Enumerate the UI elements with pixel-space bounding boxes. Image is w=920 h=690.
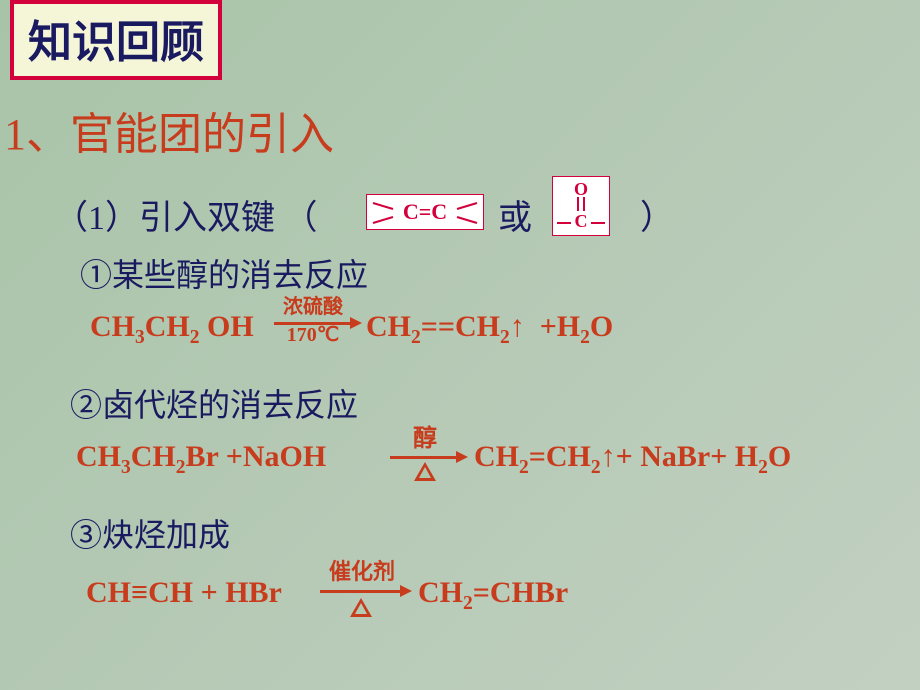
eq3-arrow-line <box>320 590 404 593</box>
sub1-open: （1）引入双键 （ <box>54 190 318 239</box>
eq2-arrow-head <box>456 451 468 463</box>
eq2-heat-triangle <box>414 462 436 481</box>
eq3-cond: 催化剂 <box>322 560 402 584</box>
item1-label: ①某些醇的消去反应 <box>80 250 368 296</box>
svg-text:C: C <box>575 211 588 231</box>
eq3-arrow-head <box>400 585 412 597</box>
eq1-arrow-head <box>350 317 362 329</box>
title-box: 知识回顾 <box>10 0 222 80</box>
eq1-left: CH3CH2 OH <box>90 310 254 349</box>
eq2-arrow-line <box>390 456 460 459</box>
eq1-right: CH2=​=CH2↑ +H2O <box>366 310 613 349</box>
cc-double-bond-icon: C=C <box>366 194 484 230</box>
title-text: 知识回顾 <box>28 18 204 67</box>
svg-text:O: O <box>574 179 588 199</box>
eq3-right: CH2=CHBr <box>418 576 568 615</box>
main-heading: 1、官能团的引入 <box>4 98 334 162</box>
co-double-bond-icon: O C <box>552 176 610 236</box>
sub1-or: 或 <box>498 190 532 239</box>
eq3-left: CH≡CH + HBr <box>86 576 282 610</box>
eq1-cond2: 170℃ <box>278 324 348 346</box>
item2-label: ②卤代烃的消去反应 <box>70 380 358 426</box>
item3-label: ③炔烃加成 <box>70 510 230 556</box>
svg-text:C=C: C=C <box>403 199 447 224</box>
eq2-cond: 醇 <box>400 426 450 452</box>
eq1-cond1: 浓硫酸 <box>278 296 348 318</box>
eq2-left: CH3CH2Br +NaOH <box>76 440 326 479</box>
sub1-close: ） <box>640 190 674 239</box>
eq3-heat-triangle <box>350 598 372 617</box>
eq2-right: CH2=CH2↑+ NaBr+ H2O <box>474 440 791 479</box>
